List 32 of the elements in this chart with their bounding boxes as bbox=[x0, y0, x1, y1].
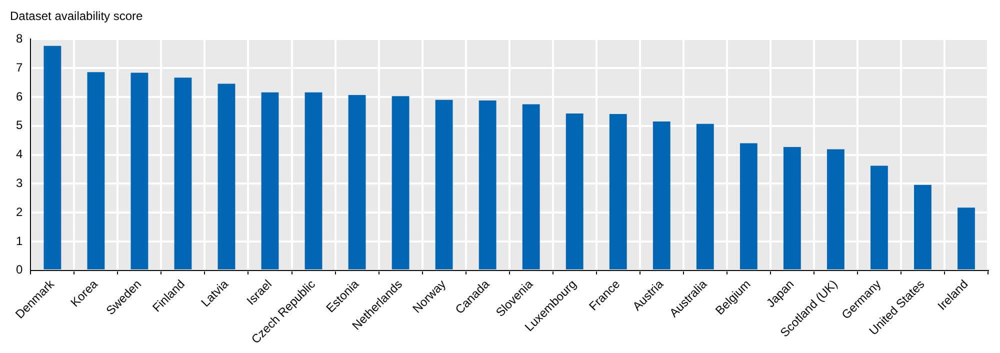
bar bbox=[609, 114, 627, 270]
bar bbox=[870, 166, 888, 270]
y-tick-label: 1 bbox=[16, 234, 23, 248]
bar bbox=[914, 184, 932, 270]
y-tick-label: 0 bbox=[16, 262, 23, 277]
y-tick-label: 8 bbox=[16, 32, 23, 46]
y-tick-label: 3 bbox=[16, 176, 23, 190]
bar bbox=[478, 100, 496, 270]
bar bbox=[696, 124, 714, 270]
bar bbox=[566, 113, 584, 270]
y-tick-label: 2 bbox=[16, 204, 23, 219]
bar bbox=[435, 100, 453, 270]
bar bbox=[958, 208, 975, 270]
y-tick-label: 7 bbox=[16, 60, 23, 74]
bar bbox=[44, 46, 62, 270]
bar bbox=[348, 94, 366, 270]
bar bbox=[261, 92, 279, 270]
bar bbox=[87, 72, 105, 270]
bar bbox=[130, 72, 148, 270]
bar bbox=[304, 92, 322, 270]
y-tick-label: 4 bbox=[16, 147, 23, 162]
bar bbox=[783, 146, 801, 270]
bar bbox=[392, 96, 410, 270]
y-axis-title: Dataset availability score bbox=[10, 8, 144, 24]
bar bbox=[522, 104, 540, 270]
y-tick-label: 5 bbox=[16, 118, 23, 132]
bar bbox=[740, 143, 758, 270]
bar bbox=[826, 149, 844, 270]
y-tick-label: 6 bbox=[16, 89, 23, 104]
bar bbox=[218, 84, 236, 270]
bar bbox=[174, 78, 192, 270]
bar bbox=[652, 122, 670, 270]
